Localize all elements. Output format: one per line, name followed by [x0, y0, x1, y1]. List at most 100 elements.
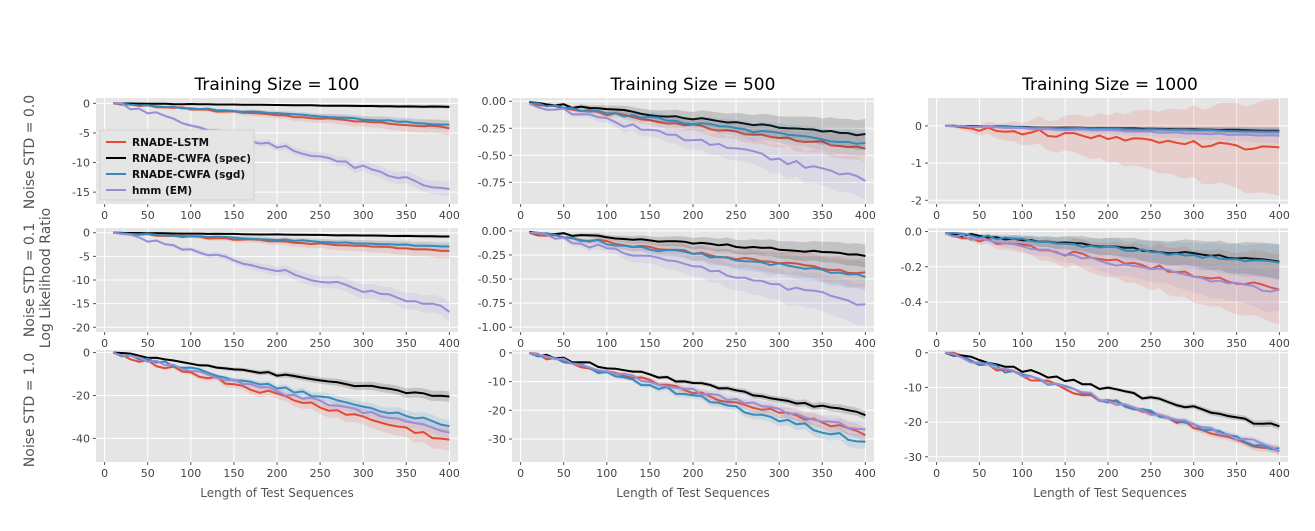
x-tick-label: 150: [223, 467, 244, 480]
series-line-hmm-em-: [944, 351, 1280, 453]
x-tick-label: 250: [310, 467, 331, 480]
x-tick-label: 250: [726, 467, 747, 480]
x-tick-label: 400: [1269, 209, 1290, 222]
x-tick-label: 50: [141, 467, 155, 480]
band-rnade-cwfa-sgd-: [529, 232, 866, 292]
y-tick-label: 0: [83, 227, 90, 240]
x-tick-label: 0: [517, 209, 524, 222]
x-tick-label: 350: [396, 337, 417, 350]
row-label-2: Noise STD = 0.1: [22, 223, 38, 337]
band-rnade-cwfa-sgd-: [529, 352, 866, 449]
band-rnade-cwfa-sgd-: [113, 232, 450, 252]
panel-r2-c1: 0 50 100 150 200 250 300 350 400 0 -5 -10 -15 -20: [72, 227, 460, 350]
x-tick-label: 400: [1269, 467, 1290, 480]
x-tick-label: 100: [180, 337, 201, 350]
x-tick-label: 100: [180, 467, 201, 480]
panel-r2-c2: 0 50 100 150 200 250 300 350 400 0.00 -0.25 -0.50 -0…: [478, 225, 876, 350]
legend-entry: hmm (EM): [132, 185, 192, 197]
x-tick-label: 50: [557, 209, 571, 222]
x-tick-label: 350: [812, 209, 833, 222]
series-line-rnade-cwfa-sgd-: [113, 102, 450, 126]
series-line-rnade-cwfa-spec-: [528, 351, 866, 417]
series-line-rnade-cwfa-spec-: [113, 351, 450, 398]
panel-r1-c3: 0 50 100 150 200 250 300 350 400 0 -1 -2: [911, 98, 1290, 222]
band-hmm-em-: [113, 352, 450, 440]
x-tick-label: 300: [353, 337, 374, 350]
x-axis-label-2: Length of Test Sequences: [616, 486, 769, 500]
y-tick-label: -1.00: [478, 321, 506, 334]
x-tick-label: 200: [267, 467, 288, 480]
y-tick-label: -30: [904, 451, 922, 464]
column-title-3: Training Size = 1000: [1021, 75, 1198, 95]
panel-r3-c1: 0 50 100 150 200 250 300 350 400 0 -20 -40: [72, 347, 460, 480]
y-tick-label: -0.75: [478, 176, 506, 189]
panel-r1-c1: 0 50 100 150 200 250 300 350 400 0 -5 -10 -15: [72, 97, 460, 222]
x-tick-label: 200: [1098, 337, 1119, 350]
x-tick-label: 350: [396, 209, 417, 222]
column-title-2: Training Size = 500: [610, 75, 776, 95]
column-title-1: Training Size = 100: [194, 75, 360, 95]
x-tick-label: 0: [517, 467, 524, 480]
x-tick-label: 200: [267, 209, 288, 222]
y-tick-label: 0.00: [482, 95, 507, 108]
x-tick-label: 400: [439, 337, 460, 350]
x-tick-label: 150: [1055, 209, 1076, 222]
y-tick-label: 0: [915, 120, 922, 133]
x-tick-label: 250: [1140, 337, 1161, 350]
x-tick-label: 50: [557, 467, 571, 480]
y-tick-label: 0.00: [482, 225, 507, 238]
x-tick-label: 200: [683, 467, 704, 480]
legend-entry: RNADE-CWFA (spec): [132, 153, 251, 165]
x-tick-label: 100: [180, 209, 201, 222]
x-tick-label: 150: [223, 209, 244, 222]
x-tick-label: 400: [855, 337, 876, 350]
series-line-hmm-em-: [529, 231, 866, 306]
y-tick-label: -5: [79, 250, 90, 263]
y-axis-label: Log Likelihood Ratio: [38, 208, 54, 348]
x-tick-label: 200: [267, 337, 288, 350]
band-rnade-lstm: [529, 103, 866, 162]
y-tick-label: -0.25: [478, 249, 506, 262]
y-tick-label: 0: [915, 347, 922, 360]
series-line-rnade-cwfa-sgd-: [945, 231, 1280, 264]
x-tick-label: 400: [439, 467, 460, 480]
x-tick-label: 300: [353, 209, 374, 222]
x-tick-label: 200: [683, 337, 704, 350]
y-tick-label: -5: [79, 127, 90, 140]
y-tick-label: -0.75: [478, 297, 506, 310]
y-tick-label: -20: [72, 389, 90, 402]
x-tick-label: 0: [101, 337, 108, 350]
series-line-rnade-cwfa-spec-: [529, 230, 866, 257]
series-line-rnade-cwfa-sgd-: [113, 231, 450, 248]
row-label-3: Noise STD = 1.0: [22, 353, 38, 467]
x-tick-label: 100: [1012, 337, 1033, 350]
y-tick-label: -10: [72, 274, 90, 287]
y-tick-label: -30: [488, 433, 506, 446]
band-rnade-lstm: [113, 103, 450, 136]
series-line-rnade-cwfa-spec-: [113, 231, 450, 238]
x-tick-label: 300: [1183, 337, 1204, 350]
band-rnade-cwfa-sgd-: [945, 232, 1280, 281]
x-tick-label: 50: [972, 209, 986, 222]
band-rnade-cwfa-spec-: [529, 231, 866, 268]
x-tick-label: 400: [1269, 337, 1290, 350]
panel-r3-c3: 0 50 100 150 200 250 300 350 400 0 -10 -20 -30: [904, 347, 1290, 480]
x-tick-label: 300: [769, 209, 790, 222]
band-hmm-em-: [945, 233, 1280, 313]
x-tick-label: 100: [596, 467, 617, 480]
x-tick-label: 50: [141, 337, 155, 350]
series-line-hmm-em-: [529, 351, 866, 431]
legend-box: [99, 129, 255, 201]
band-rnade-cwfa-spec-: [945, 232, 1280, 280]
legend-entry: RNADE-CWFA (sgd): [132, 169, 245, 181]
x-axis-label-1: Length of Test Sequences: [200, 486, 353, 500]
panel-r3-c2: 0 50 100 150 200 250 300 350 400 0 -10 -20 -30: [488, 347, 876, 480]
x-tick-label: 50: [972, 337, 986, 350]
x-tick-label: 250: [1140, 209, 1161, 222]
legend-entry: RNADE-LSTM: [132, 137, 209, 149]
x-tick-label: 300: [353, 467, 374, 480]
x-tick-label: 250: [726, 209, 747, 222]
y-tick-label: 0: [83, 347, 90, 360]
x-tick-label: 0: [933, 337, 940, 350]
